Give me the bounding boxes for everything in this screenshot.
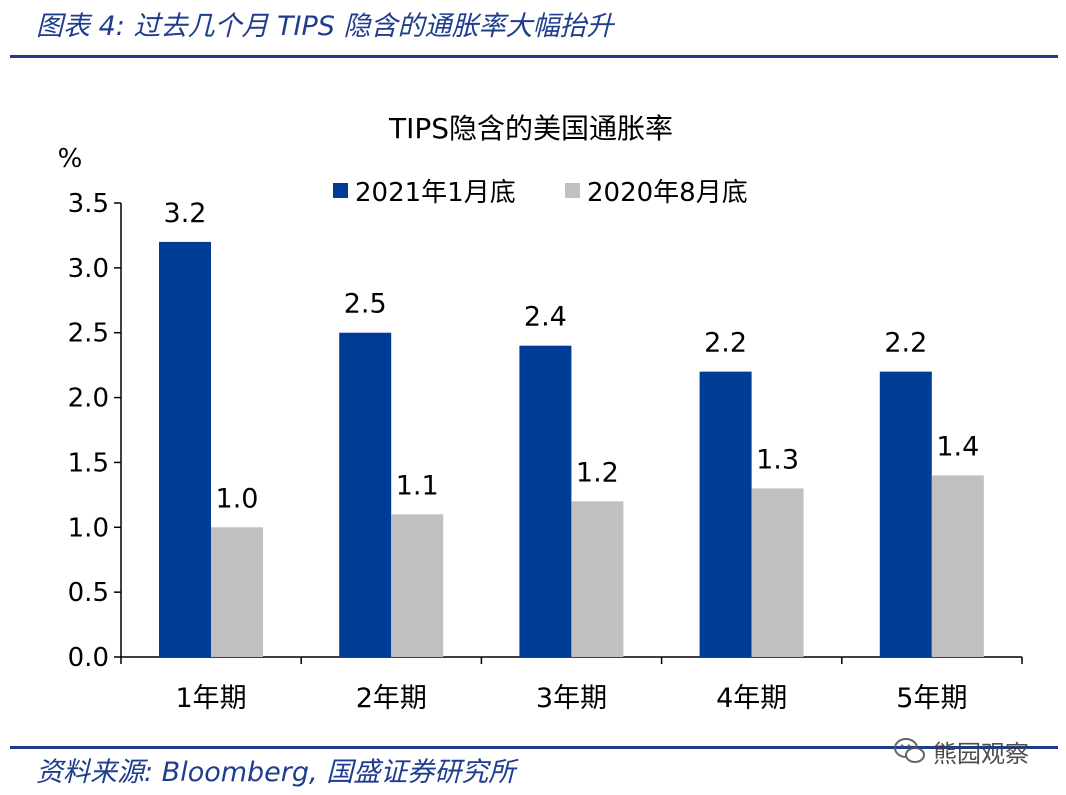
bar-series-2 — [571, 501, 624, 657]
data-label: 2.2 — [704, 328, 747, 359]
data-label: 3.2 — [164, 198, 207, 229]
y-axis-unit-label: % — [58, 144, 83, 174]
bars — [159, 241, 984, 657]
bar-series-2 — [931, 475, 984, 657]
data-label: 1.1 — [396, 470, 439, 501]
bar-series-1 — [339, 332, 392, 657]
x-category-label: 1年期 — [176, 683, 247, 714]
legend-swatch — [565, 183, 580, 198]
data-label: 2.5 — [344, 289, 387, 320]
y-tick-label: 2.0 — [68, 384, 109, 414]
y-tick-label: 2.5 — [68, 319, 109, 349]
y-tick-label: 0.0 — [68, 643, 109, 673]
watermark: 熊园观察 — [893, 731, 1043, 771]
x-axis: 1年期 2年期 3年期 4年期 5年期 — [120, 656, 1023, 714]
bar-series-2 — [751, 488, 804, 657]
figure-header: 图表 4: 过去几个月 TIPS 隐含的通胀率大幅抬升 — [36, 11, 614, 42]
legend-swatch — [333, 183, 348, 198]
bar-series-1 — [699, 371, 752, 657]
watermark-text: 熊园观察 — [933, 739, 1029, 768]
data-label: 1.3 — [756, 444, 799, 475]
bar-series-2 — [211, 527, 263, 657]
source-note: 资料来源: Bloomberg, 国盛证券研究所 — [36, 757, 516, 788]
y-tick-label: 1.5 — [68, 448, 109, 478]
x-category-label: 2年期 — [356, 683, 427, 714]
bar-series-1 — [519, 345, 572, 657]
bar-series-1 — [159, 241, 211, 657]
y-tick-label: 0.5 — [68, 578, 109, 608]
bar-series-2 — [391, 514, 444, 657]
y-tick-label: 3.0 — [68, 254, 109, 284]
legend-label: 2021年1月底 — [355, 178, 516, 208]
data-label: 1.0 — [216, 483, 259, 514]
x-category-label: 5年期 — [896, 683, 967, 714]
y-axis: 0.0 0.5 1.0 1.5 2.0 2.5 3.0 3.5 — [68, 189, 122, 673]
legend: 2021年1月底 2020年8月底 — [333, 178, 748, 208]
footer-divider — [10, 746, 1058, 749]
y-tick-label: 3.5 — [68, 189, 109, 219]
bar-series-1 — [879, 371, 932, 657]
data-label: 1.2 — [576, 457, 619, 488]
wechat-icon — [894, 738, 925, 763]
data-label: 1.4 — [936, 431, 979, 462]
header-divider — [10, 55, 1058, 58]
bar-chart: TIPS隐含的美国通胀率 % 2021年1月底 2020年8月底 0.0 0.5 1.… — [58, 112, 1023, 714]
data-labels: 3.2 2.5 2.4 2.2 2.2 1.0 1.1 1.2 1.3 1.4 — [164, 198, 980, 514]
y-tick-label: 1.0 — [68, 513, 109, 543]
x-category-label: 3年期 — [536, 683, 607, 714]
legend-label: 2020年8月底 — [587, 178, 748, 208]
x-category-label: 4年期 — [716, 683, 787, 714]
data-label: 2.2 — [884, 328, 927, 359]
chart-title: TIPS隐含的美国通胀率 — [388, 112, 673, 145]
data-label: 2.4 — [524, 302, 567, 333]
